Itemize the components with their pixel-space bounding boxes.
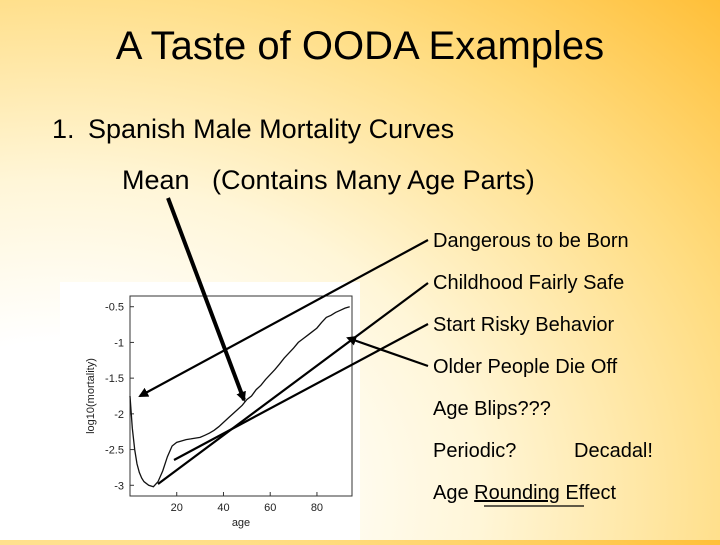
annotation-rounding: Age Rounding Effect <box>433 482 616 505</box>
y-tick-label: -1 <box>114 337 124 349</box>
mortality-curve <box>129 306 350 488</box>
x-tick-label: 20 <box>171 502 183 514</box>
x-axis-label: age <box>232 517 250 529</box>
y-tick-label: -3 <box>114 480 124 492</box>
list-item-1: 1. Spanish Male Mortality Curves <box>52 114 454 145</box>
risky-pointer-line <box>173 323 429 461</box>
y-tick-label: -2.5 <box>105 445 124 457</box>
y-tick-label: -0.5 <box>105 302 124 314</box>
annotation-childhood: Childhood Fairly Safe <box>433 272 625 294</box>
annotation-risky: Start Risky Behavior <box>433 314 615 336</box>
annotation-decadal: Decadal! <box>574 440 653 462</box>
x-tick-label: 60 <box>264 502 276 514</box>
mean-arrow <box>166 197 246 402</box>
annotation-older: Older People Die Off <box>433 356 618 378</box>
rounding-prefix: Age <box>433 482 475 504</box>
annotation-dangerous: Dangerous to be Born <box>433 230 629 252</box>
list-item-text: Spanish Male Mortality Curves <box>88 114 455 144</box>
x-tick-label: 40 <box>217 502 229 514</box>
rounding-word: Rounding <box>474 482 560 504</box>
older-arrow <box>346 335 429 368</box>
annotation-periodic: Periodic? <box>433 440 517 462</box>
y-tick-label: -1.5 <box>105 373 124 385</box>
mortality-plot-panel: 20 40 60 80 -0.5 -1 -1.5 -2 -2.5 -3 age log10(morta… <box>60 282 360 540</box>
y-axis-label: log10(mortality) <box>85 358 97 434</box>
rounding-suffix: Effect <box>559 482 617 504</box>
mortality-chart: 20 40 60 80 -0.5 -1 -1.5 -2 -2.5 -3 age log10(morta… <box>85 295 353 529</box>
slide-title: A Taste of OODA Examples <box>115 24 605 68</box>
annotation-blips: Age Blips??? <box>433 398 551 420</box>
mean-subheading: Mean (Contains Many Age Parts) <box>122 165 535 195</box>
childhood-pointer-line <box>157 282 429 485</box>
y-tick-label: -2 <box>114 409 124 421</box>
x-tick-label: 80 <box>311 502 323 514</box>
dangerous-arrow <box>138 239 429 397</box>
list-item-number: 1. <box>52 114 75 144</box>
